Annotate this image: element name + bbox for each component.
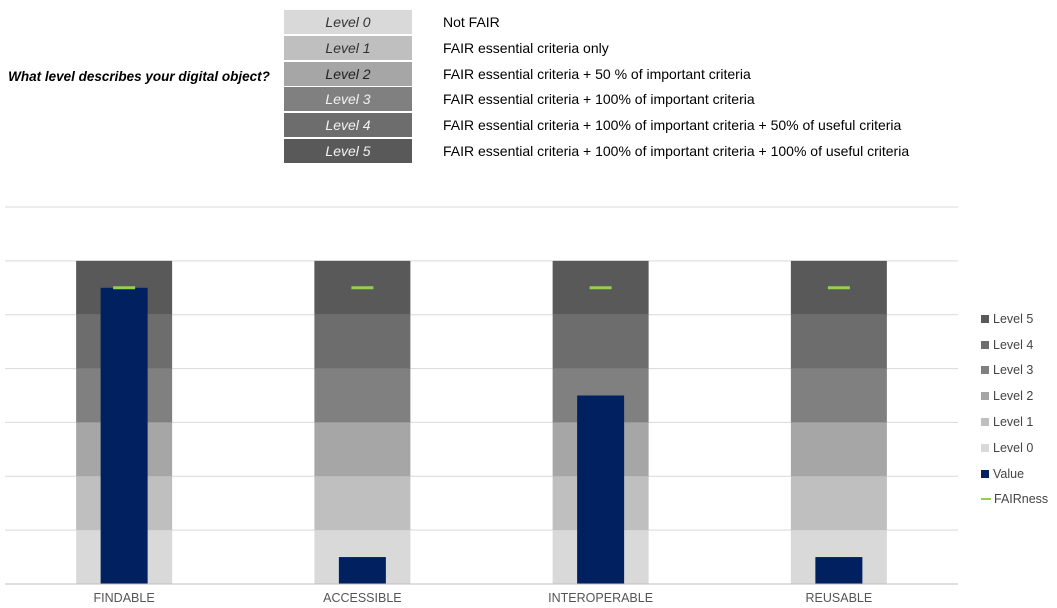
- legend-item: Level 3: [981, 358, 1048, 384]
- level-row-5: Level 5 FAIR essential criteria + 100% o…: [284, 139, 909, 163]
- legend-swatch: [981, 392, 989, 401]
- legend-item: Value: [981, 461, 1048, 487]
- chart-legend: Level 5 Level 4 Level 3 Level 2 Level 1 Level…: [981, 306, 1048, 512]
- level-stack-segment: [790, 476, 887, 531]
- legend-label: Level 5: [993, 311, 1034, 326]
- legend-label: Level 0: [993, 440, 1034, 455]
- legend-label: Level 3: [993, 363, 1034, 378]
- legend-item: Level 1: [981, 409, 1048, 435]
- value-bar: [338, 557, 386, 584]
- legend-label: Value: [993, 466, 1025, 481]
- level-row-2: Level 2 FAIR essential criteria + 50 % o…: [284, 61, 751, 86]
- level-stack-segment: [790, 314, 887, 369]
- x-tick-label: FINDABLE: [94, 591, 155, 605]
- x-tick-label: ACCESSIBLE: [323, 591, 402, 605]
- legend-swatch: [981, 340, 989, 349]
- legend-item: Level 2: [981, 383, 1048, 409]
- level-description: Not FAIR: [443, 14, 500, 30]
- level-stack-segment: [314, 422, 411, 477]
- level-description: FAIR essential criteria + 100% of import…: [443, 143, 910, 159]
- level-row-3: Level 3 FAIR essential criteria + 100% o…: [284, 87, 755, 112]
- legend-item: Level 5: [981, 306, 1048, 332]
- level-description: FAIR essential criteria + 100% of import…: [443, 91, 755, 108]
- legend-item: Level 4: [981, 332, 1048, 358]
- level-cell: Level 5: [284, 139, 412, 163]
- level-stack-segment: [552, 314, 649, 369]
- level-description: FAIR essential criteria only: [443, 39, 609, 56]
- level-row-1: Level 1 FAIR essential criteria only: [284, 35, 609, 60]
- value-bar: [815, 557, 863, 584]
- x-tick-label: REUSABLE: [806, 591, 873, 605]
- legend-swatch: [981, 443, 989, 452]
- level-description: FAIR essential criteria + 100% of import…: [443, 117, 902, 134]
- legend-item: Level 0: [981, 435, 1048, 461]
- value-bar: [100, 287, 148, 584]
- legend-label: Level 2: [993, 389, 1034, 404]
- legend-swatch: [981, 418, 989, 427]
- level-cell: Level 0: [284, 10, 412, 34]
- legend-line-swatch: [981, 498, 991, 501]
- level-stack-segment: [790, 368, 887, 423]
- level-stack-segment: [790, 422, 887, 477]
- legend-swatch: [981, 366, 989, 375]
- level-cell: Level 1: [284, 35, 412, 60]
- legend-swatch: [981, 314, 989, 323]
- legend-swatch: [981, 469, 989, 478]
- level-stack-segment: [314, 368, 411, 423]
- level-description: FAIR essential criteria + 50 % of import…: [443, 65, 751, 82]
- question-label: What level describes your digital object…: [8, 69, 270, 84]
- level-row-4: Level 4 FAIR essential criteria + 100% o…: [284, 113, 901, 138]
- level-cell: Level 2: [284, 61, 412, 86]
- legend-item: FAIRness: [981, 487, 1048, 513]
- level-cell: Level 3: [284, 87, 412, 112]
- level-stack-segment: [314, 476, 411, 531]
- legend-label: Level 1: [993, 415, 1034, 430]
- value-bar: [577, 395, 625, 584]
- level-cell: Level 4: [284, 113, 412, 138]
- level-row-0: Level 0 Not FAIR: [284, 10, 500, 34]
- x-tick-label: INTEROPERABLE: [548, 591, 653, 605]
- level-stack-segment: [314, 314, 411, 369]
- legend-label: FAIRness: [994, 492, 1049, 507]
- legend-label: Level 4: [993, 337, 1034, 352]
